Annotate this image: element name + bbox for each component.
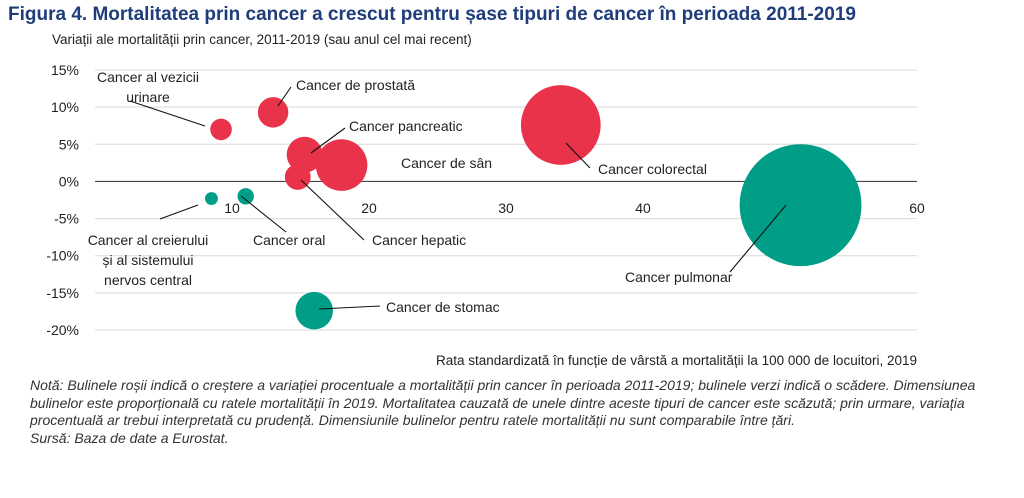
bubble	[210, 118, 232, 141]
bubble-label-line: Cancer de sân	[401, 155, 492, 171]
x-tick-label: 10	[224, 200, 240, 216]
x-tick-label: 60	[909, 200, 925, 216]
bubble-label: Cancer de sân	[401, 155, 492, 171]
bubble-label-line: Cancer pancreatic	[349, 118, 463, 134]
bubble	[205, 192, 218, 205]
y-tick-label: 15%	[51, 62, 79, 78]
chart-notes: Notă: Bulinele roșii indică o creștere a…	[30, 377, 1015, 447]
bubble	[257, 97, 289, 128]
bubble-label-line: Cancer oral	[253, 232, 325, 248]
y-tick-label: 0%	[59, 173, 79, 189]
x-axis-label: Rata standardizată în funcție de vârstă …	[436, 353, 917, 368]
y-tick-label: 10%	[51, 99, 79, 115]
bubbles	[205, 85, 862, 330]
bubble-label: Cancer pancreatic	[349, 118, 463, 134]
y-tick-label: -10%	[46, 248, 79, 264]
chart-title: Figura 4. Mortalitatea prin cancer a cre…	[8, 4, 856, 25]
y-tick-label: -15%	[46, 285, 79, 301]
y-tick-label: -5%	[54, 211, 79, 227]
bubble-label-line: Cancer de stomac	[386, 299, 500, 315]
leader-line	[565, 142, 591, 169]
leader-line	[729, 204, 787, 273]
bubble-label-line: Cancer al vezicii	[97, 69, 199, 85]
bubble	[295, 291, 333, 330]
leader-line	[240, 195, 287, 233]
bubble-label-line: Cancer colorectal	[598, 161, 707, 177]
bubble	[286, 136, 323, 173]
bubble-label-line: Cancer pulmonar	[625, 269, 733, 285]
bubble	[315, 139, 368, 191]
leader-line	[159, 204, 199, 220]
bubble	[520, 85, 601, 165]
bubble-label: Cancer hepatic	[372, 232, 466, 248]
x-tick-label: 30	[498, 200, 514, 216]
x-tick-label: 40	[635, 200, 651, 216]
bubble-label: Cancer colorectal	[598, 161, 707, 177]
bubble-label: Cancer de prostată	[296, 77, 415, 93]
leader-lines	[129, 86, 787, 310]
x-tick-label: 20	[361, 200, 377, 216]
bubble-label-line: Cancer hepatic	[372, 232, 466, 248]
y-tick-label: 5%	[59, 136, 79, 152]
bubble	[237, 188, 254, 205]
bubble-label: Cancer de stomac	[386, 299, 500, 315]
bubble-label-line: și al sistemului	[102, 252, 193, 268]
note-text: Notă: Bulinele roșii indică o creștere a…	[30, 377, 976, 428]
gridlines	[95, 69, 917, 331]
bubble-label-line: nervos central	[104, 272, 192, 288]
bubble-chart: 15%10%5%0%-5%-10%-15%-20%102030405060 Ca…	[46, 62, 925, 368]
bubble-label-line: urinare	[126, 89, 170, 105]
bubble-label: Cancer al creierului și al sistemului nerv…	[88, 232, 209, 288]
leader-line	[318, 305, 381, 310]
leader-line	[310, 127, 346, 154]
bubble-labels: Cancer al vezicii urinare Cancer de prosta…	[88, 69, 733, 315]
bubble	[739, 144, 862, 267]
leader-line	[300, 179, 365, 241]
bubble-label: Cancer oral	[253, 232, 325, 248]
leader-line	[129, 100, 206, 127]
bubble-label: Cancer al vezicii urinare	[97, 69, 199, 105]
bubble-label-line: Cancer al creierului	[88, 232, 209, 248]
y-tick-label: -20%	[46, 322, 79, 338]
bubble-label: Cancer pulmonar	[625, 269, 733, 285]
bubble-label-line: Cancer de prostată	[296, 77, 415, 93]
leader-line	[277, 86, 292, 107]
source-text: Sursă: Baza de date a Eurostat.	[30, 429, 229, 446]
chart-subtitle: Variații ale mortalității prin cancer, 2…	[52, 32, 472, 47]
